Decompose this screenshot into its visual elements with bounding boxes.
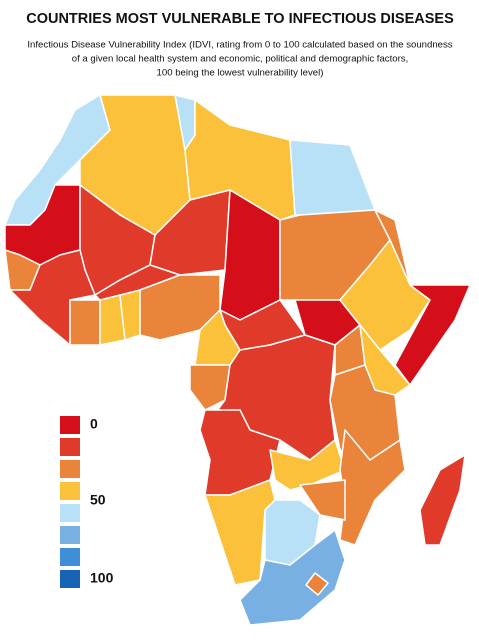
legend-swatch — [60, 482, 80, 500]
country — [269, 439, 346, 491]
legend-label: 50 — [90, 492, 106, 508]
country — [289, 139, 376, 216]
legend-label: 0 — [90, 416, 98, 432]
legend-swatch — [60, 504, 80, 522]
legend-label: 100 — [90, 570, 114, 586]
subtitle-line: Infectious Disease Vulnerability Index (… — [27, 40, 452, 51]
legend-swatch — [60, 460, 80, 478]
country — [9, 249, 96, 346]
legend-swatch — [60, 416, 80, 434]
country — [299, 479, 346, 521]
legend-swatch — [60, 570, 80, 588]
country — [339, 239, 431, 351]
subtitle-line: 100 being the lowest vulnerability level… — [157, 68, 324, 79]
africa-map — [4, 94, 471, 626]
subtitle-line: of a given local health system and econo… — [72, 54, 409, 65]
legend: 0 50 100 — [60, 416, 114, 588]
legend-swatch — [60, 438, 80, 456]
country — [189, 364, 231, 411]
country — [305, 572, 329, 596]
country — [419, 454, 466, 546]
legend-swatch — [60, 526, 80, 544]
legend-swatch — [60, 548, 80, 566]
title: COUNTRIES MOST VULNERABLE TO INFECTIOUS … — [26, 11, 454, 27]
country — [239, 529, 346, 626]
country — [69, 299, 101, 346]
